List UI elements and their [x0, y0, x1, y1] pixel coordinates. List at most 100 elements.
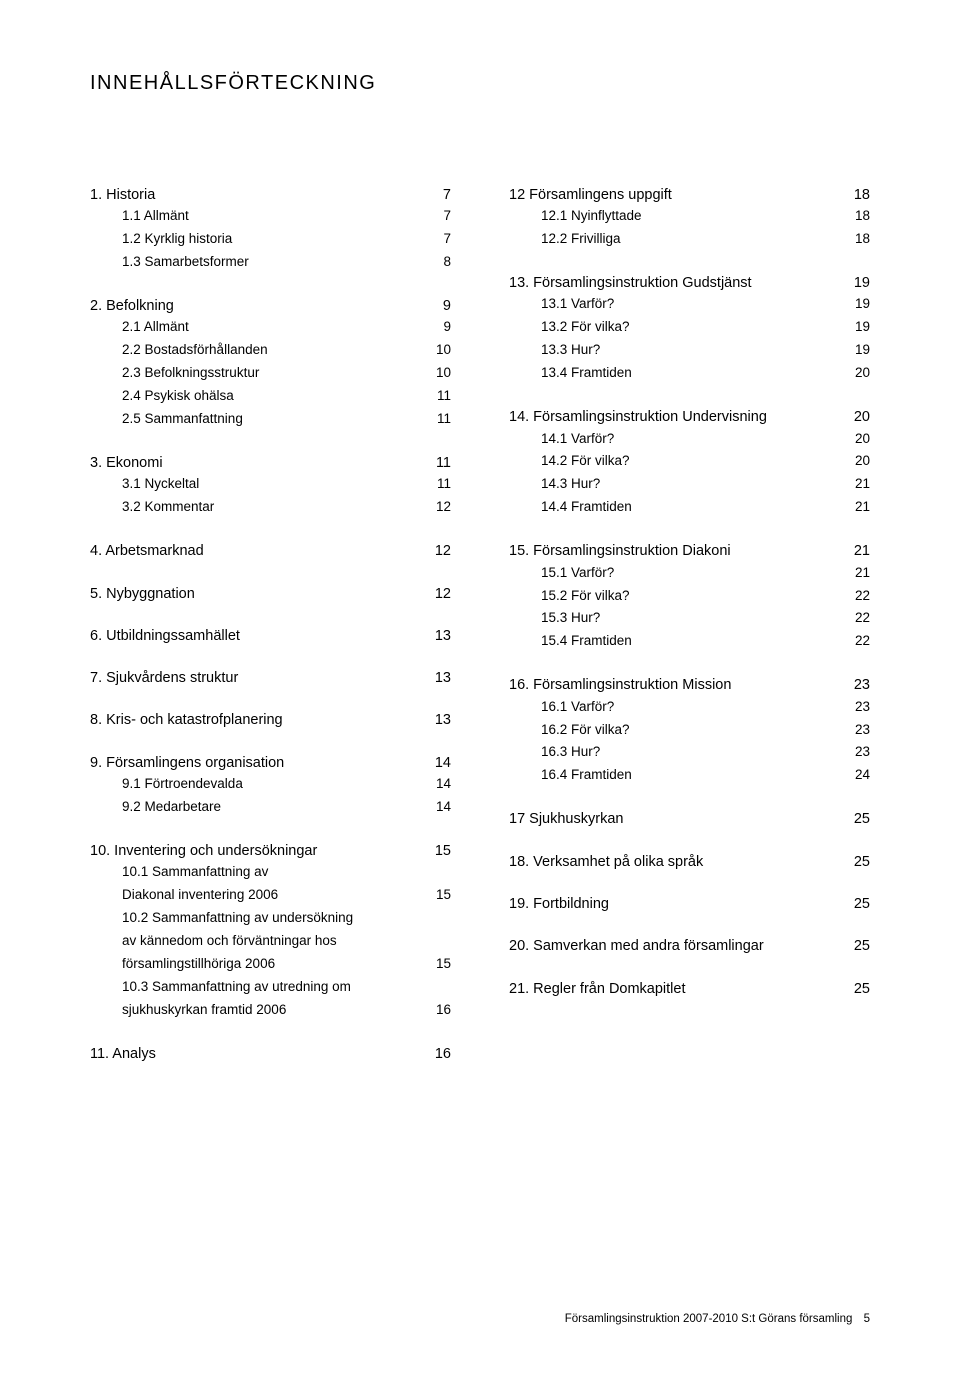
toc-sub-row: 10.2 Sammanfattning av undersökningav kä… — [90, 907, 451, 976]
toc-section-page: 7 — [443, 185, 451, 205]
toc-sub-row: 13.2 För vilka?19 — [509, 316, 870, 339]
toc-section-label: 16. Församlingsinstruktion Mission — [509, 675, 854, 695]
toc-sub-page: 8 — [443, 251, 451, 274]
toc-sub-row: 13.4 Framtiden20 — [509, 362, 870, 385]
toc-sub-page: 7 — [443, 205, 451, 228]
toc-sub-row: 14.2 För vilka?20 — [509, 450, 870, 473]
toc-sub-row: 10.1 Sammanfattning avDiakonal inventeri… — [90, 861, 451, 907]
toc-sub-page: 21 — [855, 562, 870, 585]
toc-section-label: 13. Församlingsinstruktion Gudstjänst — [509, 273, 854, 293]
toc-sub-row: 2.4 Psykisk ohälsa11 — [90, 385, 451, 408]
toc-sub-page: 16 — [436, 999, 451, 1022]
toc-sub-row: 9.1 Förtroendevalda14 — [90, 773, 451, 796]
toc-sub-row: 3.2 Kommentar12 — [90, 496, 451, 519]
toc-section-row: 9. Församlingens organisation14 — [90, 753, 451, 773]
toc-sub-label: 9.2 Medarbetare — [122, 796, 436, 819]
toc-sub-row: 2.5 Sammanfattning11 — [90, 408, 451, 431]
toc-sub-row: 15.1 Varför?21 — [509, 562, 870, 585]
toc-sub-label: 2.4 Psykisk ohälsa — [122, 385, 437, 408]
toc-sub-row: 2.3 Befolkningsstruktur10 — [90, 362, 451, 385]
toc-section-page: 23 — [854, 675, 870, 695]
toc-sub-row: 10.3 Sammanfattning av utredning omsjukh… — [90, 976, 451, 1022]
toc-section-row: 8. Kris- och katastrofplanering13 — [90, 710, 451, 730]
toc-sub-page: 18 — [855, 228, 870, 251]
toc-sub-label: 12.2 Frivilliga — [541, 228, 855, 251]
toc-section-row: 6. Utbildningssamhället13 — [90, 626, 451, 646]
toc-sub-row: 13.3 Hur?19 — [509, 339, 870, 362]
toc-section-page: 14 — [435, 753, 451, 773]
toc-section-label: 5. Nybyggnation — [90, 584, 435, 604]
toc-section-page: 9 — [443, 296, 451, 316]
toc-sub-row: 1.2 Kyrklig historia7 — [90, 228, 451, 251]
toc-sub-label: 2.2 Bostadsförhållanden — [122, 339, 436, 362]
toc-sub-label: 10.2 Sammanfattning av undersökning — [122, 907, 451, 930]
toc-section-row: 19. Fortbildning25 — [509, 894, 870, 914]
toc-section-label: 1. Historia — [90, 185, 443, 205]
toc-sub-label: 14.3 Hur? — [541, 473, 855, 496]
toc-section-page: 16 — [435, 1044, 451, 1064]
toc-sub-page: 14 — [436, 773, 451, 796]
toc-sub-label: 14.4 Framtiden — [541, 496, 855, 519]
toc-sub-page: 24 — [855, 764, 870, 787]
toc-sub-row: 2.2 Bostadsförhållanden10 — [90, 339, 451, 362]
toc-section-label: 6. Utbildningssamhället — [90, 626, 435, 646]
toc-sub-page: 15 — [436, 953, 451, 976]
toc-section-label: 15. Församlingsinstruktion Diakoni — [509, 541, 854, 561]
toc-section-page: 12 — [435, 584, 451, 604]
toc-sub-label: 15.4 Framtiden — [541, 630, 855, 653]
toc-sub-row: 13.1 Varför?19 — [509, 293, 870, 316]
toc-sub-page: 22 — [855, 607, 870, 630]
toc-sub-label: 14.2 För vilka? — [541, 450, 855, 473]
toc-sub-label: 16.3 Hur? — [541, 741, 855, 764]
toc-section-page: 13 — [435, 668, 451, 688]
toc-section-label: 20. Samverkan med andra församlingar — [509, 936, 854, 956]
toc-sub-row: 14.1 Varför?20 — [509, 428, 870, 451]
toc-section-row: 11. Analys16 — [90, 1044, 451, 1064]
toc-section-label: 3. Ekonomi — [90, 453, 436, 473]
toc-sub-label: 3.1 Nyckeltal — [122, 473, 437, 496]
toc-section-row: 15. Församlingsinstruktion Diakoni21 — [509, 541, 870, 561]
toc-section-row: 16. Församlingsinstruktion Mission23 — [509, 675, 870, 695]
toc-sub-label: 12.1 Nyinflyttade — [541, 205, 855, 228]
toc-section-row: 7. Sjukvårdens struktur13 — [90, 668, 451, 688]
toc-section-page: 12 — [435, 541, 451, 561]
toc-sub-label: 13.2 För vilka? — [541, 316, 855, 339]
toc-sub-row: 12.1 Nyinflyttade18 — [509, 205, 870, 228]
toc-section-row: 1. Historia7 — [90, 185, 451, 205]
toc-sub-label: 1.2 Kyrklig historia — [122, 228, 443, 251]
toc-section-page: 20 — [854, 407, 870, 427]
toc-sub-page: 10 — [436, 362, 451, 385]
toc-sub-page: 11 — [437, 473, 451, 496]
toc-sub-label: 15.1 Varför? — [541, 562, 855, 585]
toc-section-page: 21 — [854, 541, 870, 561]
toc-section-row: 17 Sjukhuskyrkan25 — [509, 809, 870, 829]
toc-section-label: 14. Församlingsinstruktion Undervisning — [509, 407, 854, 427]
toc-section-page: 25 — [854, 936, 870, 956]
toc-sub-label: 13.3 Hur? — [541, 339, 855, 362]
toc-section-label: 10. Inventering och undersökningar — [90, 841, 435, 861]
toc-section-label: 7. Sjukvårdens struktur — [90, 668, 435, 688]
toc-section-label: 9. Församlingens organisation — [90, 753, 435, 773]
toc-section-label: 8. Kris- och katastrofplanering — [90, 710, 435, 730]
toc-sub-page: 11 — [437, 408, 451, 431]
toc-sub-row: 16.4 Framtiden24 — [509, 764, 870, 787]
toc-section-row: 5. Nybyggnation12 — [90, 584, 451, 604]
page-title: INNEHÅLLSFÖRTECKNING — [90, 72, 870, 95]
toc-section-row: 14. Församlingsinstruktion Undervisning2… — [509, 407, 870, 427]
toc-section-label: 12 Församlingens uppgift — [509, 185, 854, 205]
toc-sub-label: 15.3 Hur? — [541, 607, 855, 630]
toc-sub-page: 23 — [855, 741, 870, 764]
toc-left-column: 1. Historia71.1 Allmänt71.2 Kyrklig hist… — [90, 163, 451, 1064]
toc-sub-row: 14.3 Hur?21 — [509, 473, 870, 496]
toc-sub-page: 7 — [443, 228, 451, 251]
toc-sub-page: 19 — [855, 293, 870, 316]
toc-sub-label: församlingstillhöriga 2006 — [122, 953, 436, 976]
toc-sub-label: 15.2 För vilka? — [541, 585, 855, 608]
toc-section-row: 4. Arbetsmarknad12 — [90, 541, 451, 561]
footer: Församlingsinstruktion 2007-2010 S:t Gör… — [565, 1313, 870, 1325]
toc-sub-page: 10 — [436, 339, 451, 362]
toc-section-row: 18. Verksamhet på olika språk25 — [509, 852, 870, 872]
toc-section-page: 15 — [435, 841, 451, 861]
toc-sub-row: 9.2 Medarbetare14 — [90, 796, 451, 819]
toc-sub-page: 11 — [437, 385, 451, 408]
